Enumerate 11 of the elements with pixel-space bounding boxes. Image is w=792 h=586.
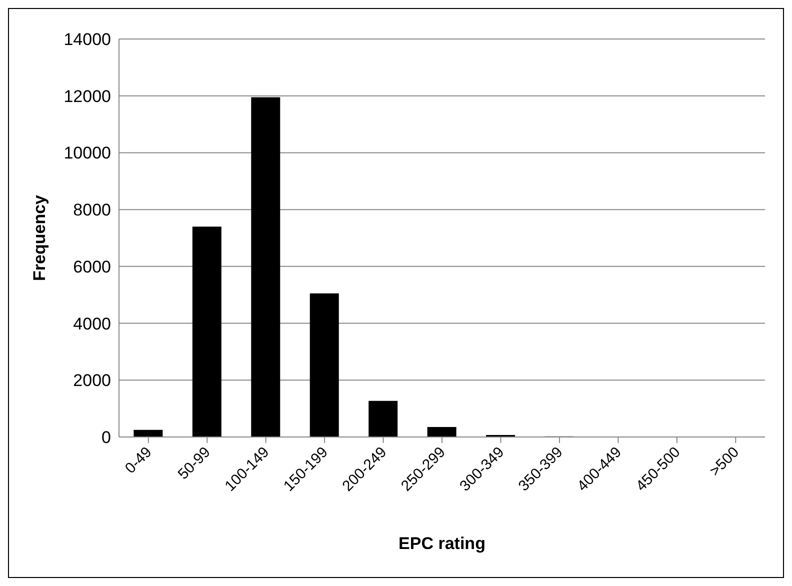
y-tick-label: 2000	[73, 371, 111, 390]
x-tick-label: 0-49	[122, 444, 156, 478]
y-tick-label: 12000	[64, 86, 111, 106]
y-tick-label: 8000	[73, 200, 111, 220]
y-tick-label: 10000	[64, 144, 111, 163]
y-tick-label: 6000	[73, 257, 111, 276]
y-tick-label: 14000	[64, 30, 111, 50]
y-tick-label: 4000	[73, 314, 111, 334]
x-axis-title: EPC rating	[398, 534, 486, 553]
y-tick-label: 0	[102, 428, 111, 448]
y-axis-title: Frequency	[30, 194, 50, 281]
